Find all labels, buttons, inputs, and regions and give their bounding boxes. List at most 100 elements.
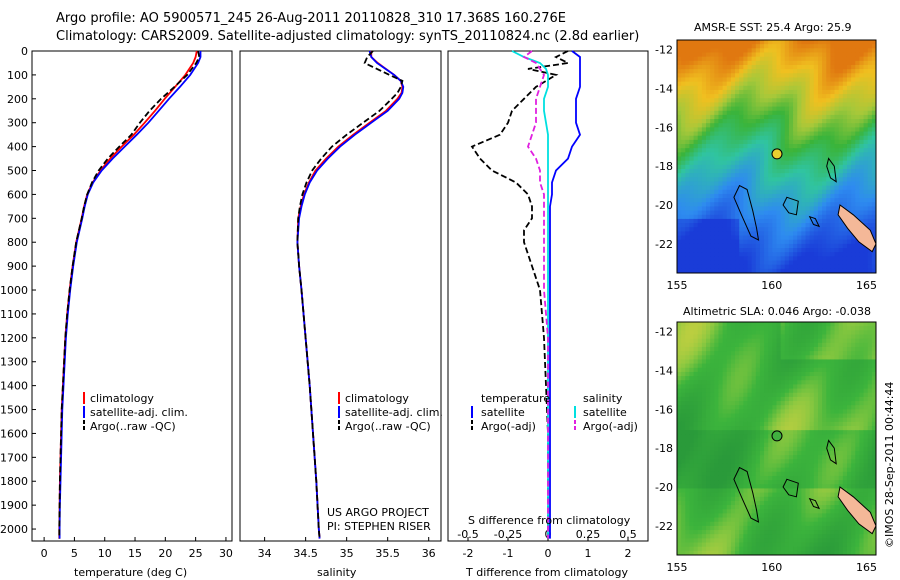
map-cell: [697, 64, 703, 70]
map-cell: [780, 60, 786, 66]
map-cell: [677, 85, 682, 91]
map-cell: [801, 160, 807, 166]
map-cell: [855, 152, 860, 157]
map-cell: [743, 363, 748, 369]
map-cell: [826, 89, 831, 95]
map-cell: [797, 256, 802, 262]
map-cell: [788, 488, 794, 494]
map-cell: [697, 85, 703, 91]
map-cell: [863, 168, 869, 174]
map-cell: [842, 231, 848, 237]
map-cell: [764, 459, 769, 464]
map-cell: [701, 98, 707, 103]
map-cell: [689, 330, 695, 335]
map-cell: [805, 384, 811, 390]
map-cell: [681, 139, 686, 145]
map-cell: [776, 248, 782, 253]
map-cell: [817, 243, 823, 249]
map-cell: [743, 256, 748, 262]
map-cell: [788, 102, 794, 108]
map-cell: [859, 467, 865, 473]
map-cell: [863, 131, 869, 137]
map-cell: [788, 77, 794, 83]
map-cell: [809, 426, 815, 431]
map-cell: [722, 342, 728, 348]
map-cell: [677, 152, 682, 157]
map-cell: [735, 106, 740, 112]
map-cell: [871, 421, 876, 427]
map-cell: [693, 426, 699, 431]
depth-tick-label: 300: [7, 117, 28, 130]
map-cell: [747, 463, 753, 469]
map-cell: [826, 484, 831, 489]
map-cell: [714, 218, 719, 224]
map-cell: [739, 152, 744, 157]
map-cell: [735, 235, 740, 241]
map-cell: [747, 484, 753, 489]
map-cell: [859, 363, 865, 369]
map-cell: [838, 48, 844, 53]
map-cell: [677, 40, 682, 45]
map-cell: [822, 202, 827, 207]
map-cell: [768, 44, 773, 49]
map-cell: [768, 430, 773, 435]
map-cell: [801, 44, 807, 49]
map-cell: [788, 94, 794, 99]
map-cell: [768, 363, 773, 369]
map-cell: [730, 44, 736, 49]
map-cell: [859, 248, 865, 253]
map-cell: [743, 52, 748, 58]
map-cell: [772, 227, 777, 232]
map-cell: [805, 248, 811, 253]
map-cell: [689, 421, 695, 427]
map-cell: [838, 380, 844, 385]
map-cell: [764, 231, 769, 237]
map-cell: [846, 139, 852, 145]
map-cell: [685, 338, 690, 344]
map-cell: [851, 426, 856, 431]
map-cell: [793, 44, 798, 49]
map-cell: [805, 123, 811, 128]
map-cell: [768, 376, 773, 381]
map-cell: [730, 500, 736, 506]
map-cell: [805, 409, 811, 415]
map-cell: [681, 342, 686, 348]
map-cell: [685, 355, 690, 360]
map-cell: [801, 326, 807, 331]
map-cell: [739, 56, 744, 62]
map-cell: [846, 206, 852, 212]
map-cell: [697, 426, 703, 431]
map-cell: [846, 442, 852, 448]
map-cell: [846, 160, 852, 166]
map-cell: [867, 252, 873, 257]
map-cell: [855, 131, 860, 137]
map-cell: [813, 48, 819, 53]
map-cell: [867, 430, 873, 435]
map-cell: [677, 77, 682, 83]
map-cell: [685, 40, 690, 45]
map-cell: [822, 210, 827, 216]
map-cell: [867, 144, 873, 149]
map-cell: [838, 392, 844, 398]
t-difference-axis-label: T difference from climatology: [465, 566, 628, 579]
map-cell: [788, 144, 794, 149]
map-cell: [842, 160, 848, 166]
map-cell: [809, 156, 815, 162]
map-cell: [730, 338, 736, 344]
map-cell: [772, 127, 777, 133]
map-cell: [793, 484, 798, 489]
map-cell: [830, 52, 836, 58]
map-cell: [822, 376, 827, 381]
map-cell: [685, 164, 690, 170]
map-cell: [801, 144, 807, 149]
map-cell: [784, 77, 790, 83]
map-cell: [768, 73, 773, 78]
map-cell: [801, 355, 807, 360]
map-cell: [689, 52, 695, 58]
map-cell: [776, 119, 782, 124]
map-cell: [755, 94, 761, 99]
map-cell: [693, 384, 699, 390]
map-cell: [822, 338, 827, 344]
map-cell: [801, 388, 807, 394]
map-cell: [863, 214, 869, 220]
